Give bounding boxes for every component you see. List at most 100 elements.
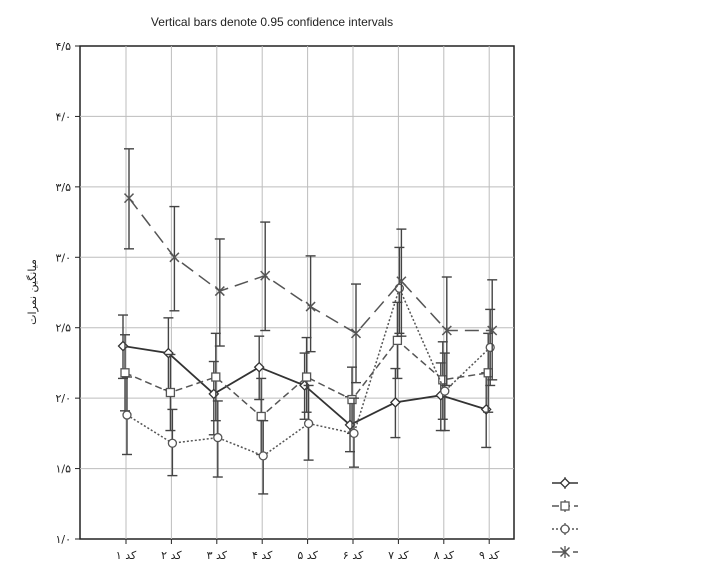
x-marker-stroke — [441, 325, 452, 336]
data-point — [301, 372, 312, 382]
data-point — [389, 396, 401, 408]
square-marker — [438, 375, 448, 385]
circle-marker — [122, 410, 132, 420]
y-tick-label: ۱/۵ — [55, 463, 71, 476]
legend-entry: معلم با دانش آموز قوی — [552, 546, 578, 558]
error-bar — [305, 255, 316, 353]
circle-marker — [303, 418, 314, 429]
data-point — [487, 325, 498, 336]
circle-marker — [167, 438, 178, 448]
data-point — [256, 411, 266, 422]
square-marker — [560, 501, 570, 511]
data-point — [211, 372, 221, 382]
series-line — [126, 286, 491, 457]
x-axis-categories: کد ۱ کد ۲ کد ۳ کد ۴ کد ۵ کد ۶ کد ۷ کد ۸ کد ۹ — [116, 539, 500, 562]
x-marker-stroke — [487, 325, 498, 336]
y-tick-label: ۳/۰ — [55, 251, 71, 264]
diamond-marker — [253, 361, 265, 373]
x-marker-stroke — [305, 301, 316, 312]
error-bar — [396, 228, 407, 337]
square-marker — [301, 372, 312, 382]
circle-marker — [560, 524, 570, 534]
series-2 — [120, 301, 494, 456]
x-category-label: کد ۲ — [161, 549, 182, 562]
square-marker — [483, 368, 493, 378]
legend-marker — [560, 524, 570, 534]
data-point — [349, 428, 359, 439]
data-point — [441, 325, 452, 336]
legend-marker — [559, 477, 571, 489]
square-marker — [392, 335, 403, 346]
plot-frame — [79, 45, 515, 540]
data-point — [260, 270, 271, 281]
legend-marker — [560, 501, 570, 511]
x-marker-stroke — [396, 276, 407, 287]
diamond-marker — [559, 477, 571, 489]
diamond-marker — [389, 396, 401, 408]
data-point — [394, 283, 405, 293]
x-category-label: کد ۵ — [297, 549, 318, 562]
square-marker — [256, 411, 266, 422]
x-category-label: کد ۳ — [207, 549, 228, 562]
data-point — [483, 368, 493, 378]
data-point — [303, 418, 314, 429]
circle-marker — [213, 432, 223, 443]
circle-marker — [394, 283, 405, 293]
data-point — [392, 335, 403, 346]
x-marker-stroke — [559, 546, 571, 558]
data-point — [258, 451, 268, 461]
x-category-label: کد ۹ — [479, 549, 500, 562]
y-tick-label: ۳/۵ — [55, 181, 71, 194]
legend-entry: ریس/وضعیت ظاهری — [552, 523, 578, 535]
y-axis-label: میانگین نمرات — [26, 259, 39, 325]
data-point — [396, 276, 407, 287]
circle-marker — [485, 342, 495, 353]
chart-title: Vertical bars denote 0.95 confidence int… — [151, 15, 393, 29]
y-axis-ticks: ۴/۵ ۴/۰ ۳/۵ ۳/۰ ۲/۵ ۲/۰ ۱/۵ ۱/۰ — [55, 40, 80, 546]
circle-marker — [349, 428, 359, 439]
data-point — [213, 432, 223, 443]
data-point — [122, 410, 132, 420]
y-tick-label: ۲/۵ — [55, 322, 71, 335]
circle-marker — [440, 386, 450, 396]
square-marker — [347, 394, 357, 405]
data-point — [123, 193, 135, 204]
circle-marker — [258, 451, 268, 461]
square-marker — [165, 387, 176, 398]
series-4 — [123, 148, 498, 387]
data-point — [214, 286, 225, 297]
legend-entry: ارزشیابی معلم/محتوا — [552, 500, 578, 512]
x-marker-stroke — [214, 286, 225, 297]
x-marker-stroke — [169, 252, 180, 263]
square-marker — [211, 372, 221, 382]
legend: م با دانش آموز ضعیف ارزشیابی معلم/محتوا ری… — [552, 477, 578, 558]
y-tick-label: ۱/۰ — [55, 533, 71, 546]
y-tick-label: ۴/۵ — [55, 40, 71, 53]
x-category-label: کد ۷ — [388, 549, 409, 562]
x-marker-stroke — [123, 193, 135, 204]
data-point — [305, 301, 316, 312]
y-tick-label: ۴/۰ — [55, 110, 71, 123]
data-point — [165, 387, 176, 398]
data-point — [169, 252, 180, 263]
data-point — [253, 361, 265, 373]
x-category-label: کد ۴ — [252, 549, 273, 562]
x-marker-stroke — [350, 328, 362, 339]
y-tick-label: ۲/۰ — [55, 392, 71, 405]
legend-entry: م با دانش آموز ضعیف — [552, 477, 578, 489]
square-marker — [120, 368, 130, 378]
data-point — [347, 394, 357, 405]
series-layer — [117, 148, 498, 495]
error-bar — [214, 238, 225, 347]
data-point — [120, 368, 130, 378]
data-point — [485, 342, 495, 353]
data-point — [438, 375, 448, 385]
data-point — [167, 438, 178, 448]
data-point — [440, 386, 450, 396]
error-bar — [169, 205, 180, 312]
x-category-label: کد ۱ — [116, 549, 137, 562]
legend-marker — [559, 546, 571, 558]
series-3 — [122, 246, 496, 495]
